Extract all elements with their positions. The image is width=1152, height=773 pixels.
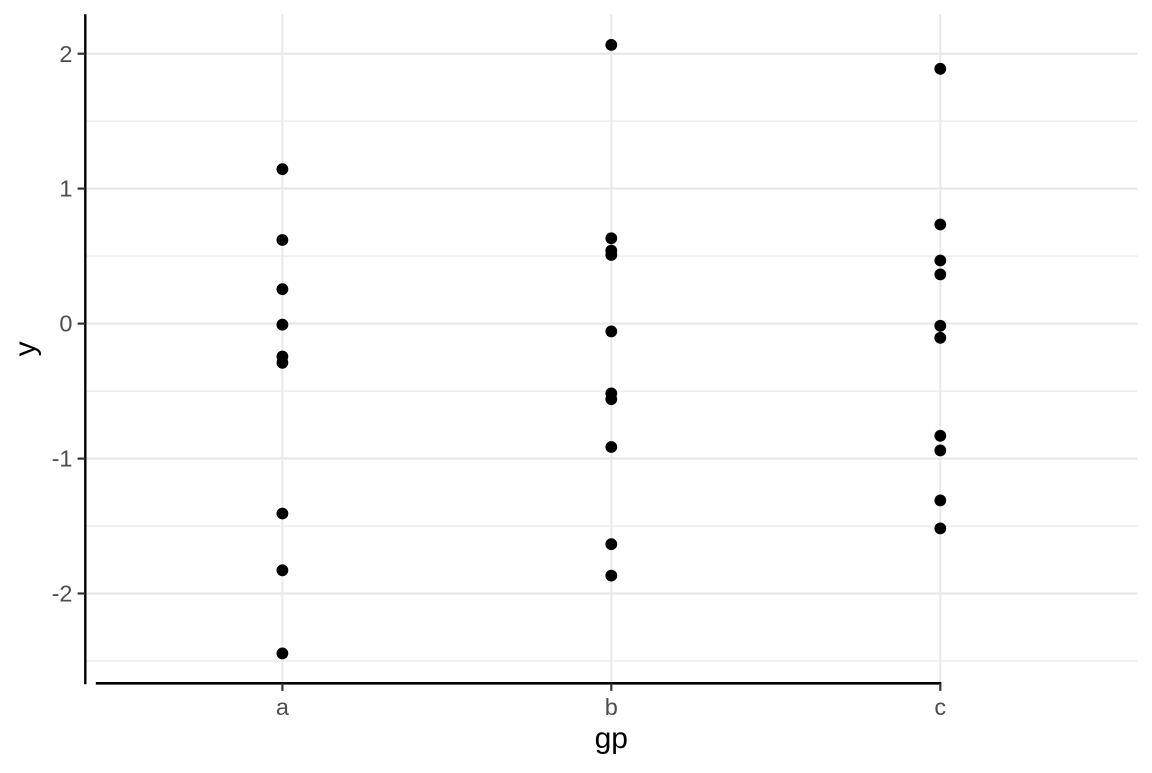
svg-text:gp: gp (595, 722, 628, 755)
svg-text:c: c (934, 694, 946, 720)
svg-text:y: y (9, 341, 42, 356)
svg-text:-1: -1 (52, 446, 73, 472)
svg-text:-2: -2 (52, 581, 73, 607)
svg-text:2: 2 (59, 41, 72, 67)
svg-text:0: 0 (59, 311, 72, 337)
svg-text:a: a (276, 694, 290, 720)
svg-text:b: b (605, 694, 618, 720)
svg-text:1: 1 (59, 176, 72, 202)
